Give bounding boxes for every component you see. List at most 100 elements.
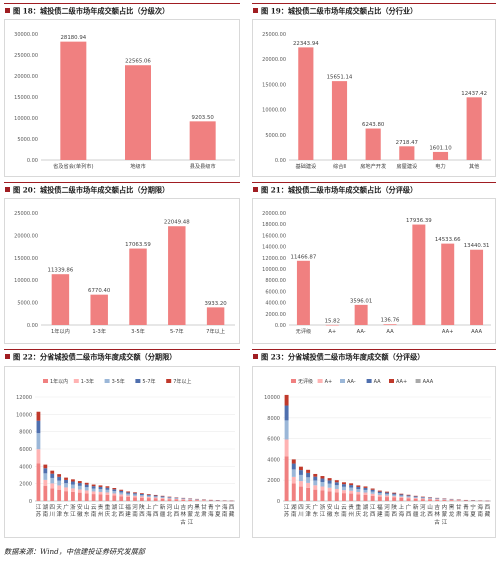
x-tick-label-bottom: 北 bbox=[420, 510, 426, 518]
figure-20-header: 图 20：城投债二级市场年成交额占比（分期限） bbox=[4, 182, 240, 197]
stacked-bar-segment bbox=[385, 497, 389, 501]
stacked-bar-segment bbox=[334, 480, 339, 483]
legend-label: AA- bbox=[347, 379, 356, 385]
stacked-bar-segment bbox=[126, 495, 130, 497]
stacked-bar-segment bbox=[298, 481, 303, 487]
stacked-bar-segment bbox=[356, 486, 361, 490]
x-tick-label-bottom: 南 bbox=[477, 510, 483, 518]
y-tick-label: 16000.00 bbox=[262, 233, 286, 239]
stacked-bar-segment bbox=[420, 498, 425, 500]
stacked-bar-segment bbox=[57, 489, 62, 501]
data-label: 15.82 bbox=[325, 318, 340, 324]
stacked-bar-segment bbox=[313, 473, 318, 477]
x-tick-label-top: 海 bbox=[477, 503, 483, 511]
x-tick-label-bottom: 南 bbox=[341, 510, 347, 518]
x-tick-label-bottom: 林 bbox=[180, 510, 186, 518]
bar bbox=[432, 151, 449, 160]
stacked-bar-segment bbox=[153, 495, 158, 497]
stacked-bar-segment bbox=[406, 498, 411, 501]
stacked-bar-segment bbox=[64, 483, 68, 488]
header-marker-icon bbox=[253, 8, 258, 13]
stacked-bar-segment bbox=[119, 492, 124, 495]
stacked-bar-segment bbox=[112, 495, 117, 501]
x-tick-label-bottom: 东 bbox=[84, 510, 90, 518]
stacked-bar-segment bbox=[146, 498, 151, 501]
bar bbox=[365, 128, 381, 160]
stacked-bar-segment bbox=[413, 496, 418, 498]
data-label: 17063.59 bbox=[125, 242, 151, 248]
figure-21-header: 图 21：城投债二级市场年成交额占比（分评级） bbox=[252, 182, 496, 197]
stacked-bar-segment bbox=[160, 497, 165, 499]
x-tick-label-top: 新 bbox=[413, 503, 419, 511]
y-tick-label: 8000 bbox=[267, 416, 280, 422]
stacked-bar-segment bbox=[385, 491, 389, 493]
x-tick-label-top: 浙 bbox=[320, 503, 326, 511]
x-tick-label-bottom: 西 bbox=[139, 511, 145, 518]
stacked-bar-segment bbox=[363, 486, 368, 488]
x-tick-label-bottom: 夏 bbox=[470, 511, 476, 518]
legend-label: AAA bbox=[423, 379, 434, 385]
x-tick-label-bottom: 藏 bbox=[485, 510, 491, 518]
stacked-bar-segment bbox=[392, 496, 397, 498]
stacked-bar-segment bbox=[105, 492, 110, 495]
stacked-bar-segment bbox=[428, 498, 433, 499]
y-tick-label: 5000.00 bbox=[265, 133, 286, 139]
x-tick-label-bottom: 夏 bbox=[215, 511, 221, 518]
x-tick-label-bottom: 庆 bbox=[356, 510, 362, 518]
legend-label: 5-7年 bbox=[142, 378, 155, 385]
stacked-bar-segment bbox=[133, 493, 137, 495]
y-tick-label: 14000.00 bbox=[262, 245, 286, 251]
stacked-bar-segment bbox=[91, 494, 96, 501]
legend-swatch bbox=[317, 379, 323, 383]
x-tick-label-bottom: 川 bbox=[49, 512, 55, 518]
x-tick-label-bottom: 海 bbox=[399, 510, 405, 518]
y-tick-label: 0.00 bbox=[275, 158, 286, 164]
x-tick-label: 房屋建设 bbox=[396, 162, 417, 170]
stacked-bar-segment bbox=[50, 483, 55, 489]
y-tick-label: 5000.00 bbox=[17, 301, 38, 307]
bar bbox=[168, 226, 186, 325]
stacked-bar-segment bbox=[126, 496, 130, 501]
stacked-bar-segment bbox=[413, 497, 418, 498]
x-tick-label-top: 江 bbox=[36, 504, 42, 511]
stacked-bar-segment bbox=[71, 481, 75, 485]
stacked-bar-segment bbox=[341, 482, 346, 485]
x-tick-label: AAA bbox=[471, 329, 482, 335]
stacked-bar-segment bbox=[146, 494, 151, 496]
x-tick-label-bottom: 建 bbox=[377, 510, 383, 518]
stacked-bar-segment bbox=[363, 489, 368, 493]
x-tick-label-top: 福 bbox=[377, 503, 383, 511]
stacked-bar-segment bbox=[313, 476, 318, 481]
stacked-bar-segment bbox=[320, 482, 325, 487]
x-tick-label-top: 甘 bbox=[201, 503, 207, 511]
y-tick-label: 2000 bbox=[267, 478, 280, 484]
stacked-bar-segment bbox=[363, 492, 368, 495]
x-tick-label: 综合Ⅱ bbox=[333, 162, 346, 170]
bar bbox=[206, 307, 225, 325]
stacked-bar-segment bbox=[399, 497, 404, 501]
data-label: 3933.20 bbox=[204, 301, 227, 307]
x-tick-label-bottom: 南 bbox=[291, 510, 297, 518]
x-tick-label-top: 广 bbox=[406, 503, 412, 511]
stacked-bar-segment bbox=[327, 491, 332, 501]
x-tick-label-top: 海 bbox=[222, 503, 228, 511]
stacked-bar-segment bbox=[105, 489, 110, 493]
x-tick-label: 电力 bbox=[435, 162, 445, 170]
x-tick-label-bottom: 南 bbox=[91, 510, 97, 518]
figure-19-header: 图 19：城投债二级市场年成交额占比（分行业） bbox=[252, 3, 496, 18]
x-tick-label-top: 湖 bbox=[363, 503, 369, 511]
x-tick-label-bottom: 西 bbox=[406, 511, 412, 518]
legend-swatch bbox=[389, 379, 394, 383]
x-tick-label: 3-5年 bbox=[131, 327, 145, 335]
y-tick-label: 20000.00 bbox=[14, 233, 38, 239]
x-tick-label-bottom: 北 bbox=[167, 510, 173, 518]
x-tick-label-top: 云 bbox=[91, 504, 97, 511]
stacked-bar-segment bbox=[91, 491, 96, 495]
data-label: 2718.47 bbox=[396, 140, 418, 146]
stacked-bar-segment bbox=[399, 494, 404, 496]
stacked-bar-segment bbox=[363, 487, 368, 490]
stacked-bar-segment bbox=[284, 420, 289, 440]
figure-23-chart: 无评级 A+ AA- AA AA+ AAA 0 2000 4000 6000 8000 10000 江苏… bbox=[252, 366, 496, 538]
stacked-bar-segment bbox=[370, 493, 375, 496]
stacked-bar-segment bbox=[399, 495, 404, 497]
